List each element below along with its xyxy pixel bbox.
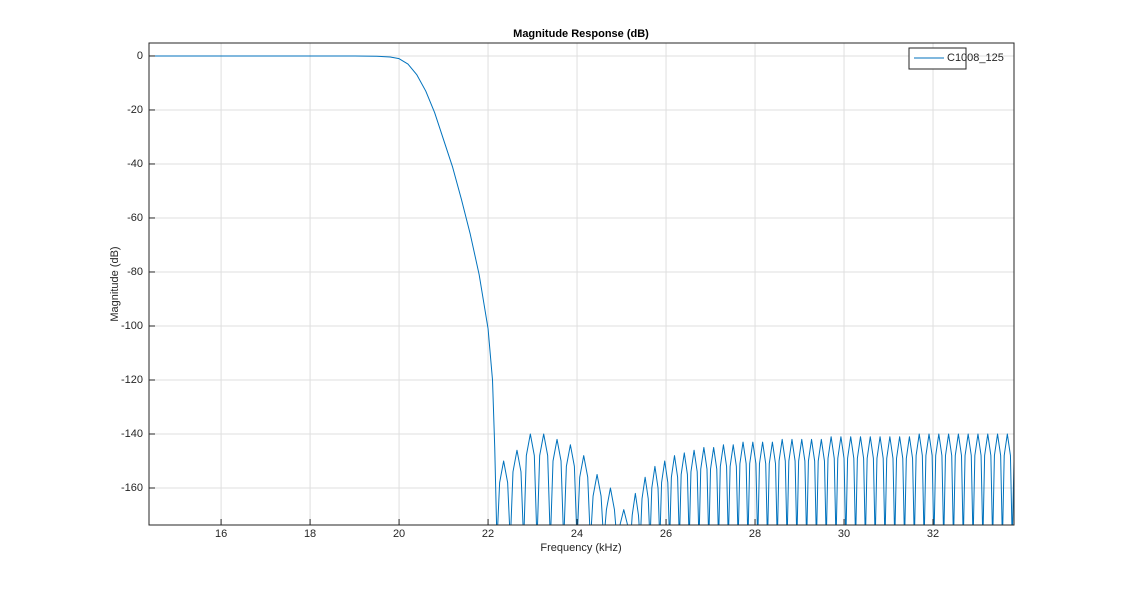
x-tick-label: 24 [571,528,583,540]
x-tick-label: 30 [838,528,850,540]
chart-title: Magnitude Response (dB) [513,28,649,40]
y-axis-label: Magnitude (dB) [109,246,121,321]
grid [149,43,1014,525]
y-tick-label: -80 [127,266,143,278]
x-tick-label: 16 [215,528,227,540]
x-tick-label: 32 [927,528,939,540]
x-tick-label: 18 [304,528,316,540]
y-tick-label: -140 [121,428,143,440]
plot-marks [149,55,1014,525]
x-tick-label: 28 [749,528,761,540]
y-tick-label: 0 [137,50,143,62]
legend-label: C1008_125 [947,52,1004,64]
y-tick-label: -60 [127,212,143,224]
y-tick-label: -120 [121,374,143,386]
y-tick-label: -40 [127,158,143,170]
x-tick-label: 26 [660,528,672,540]
series-line [149,55,1014,525]
y-tick-label: -20 [127,104,143,116]
y-tick-label: -100 [121,320,143,332]
y-tick-label: -160 [121,482,143,494]
x-tick-label: 22 [482,528,494,540]
plot-area [149,43,1014,525]
x-axis-label: Frequency (kHz) [540,542,621,554]
axes-box [148,42,1015,526]
legend: C1008_125 [908,47,1004,70]
x-tick-label: 20 [393,528,405,540]
